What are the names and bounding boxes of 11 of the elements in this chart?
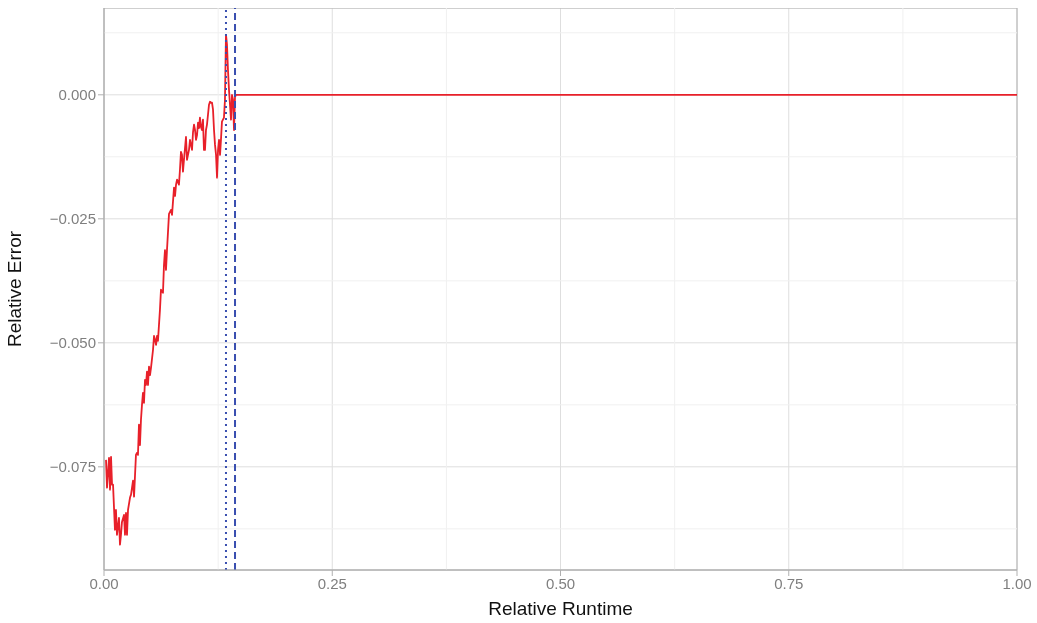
y-tick-label: −0.075 xyxy=(49,458,96,476)
x-tick-label: 0.75 xyxy=(774,574,804,592)
y-tick-label: −0.050 xyxy=(49,334,96,352)
line-series xyxy=(105,33,1017,546)
y-tick-label: 0.000 xyxy=(58,86,96,104)
x-tick-label: 1.00 xyxy=(1002,574,1032,592)
x-axis-title: Relative Runtime xyxy=(488,598,633,619)
x-tick-label: 0.50 xyxy=(545,574,576,592)
y-tick-label: −0.025 xyxy=(49,210,96,228)
x-tick-label: 0.00 xyxy=(89,574,119,592)
x-tick-label: 0.25 xyxy=(317,574,347,592)
